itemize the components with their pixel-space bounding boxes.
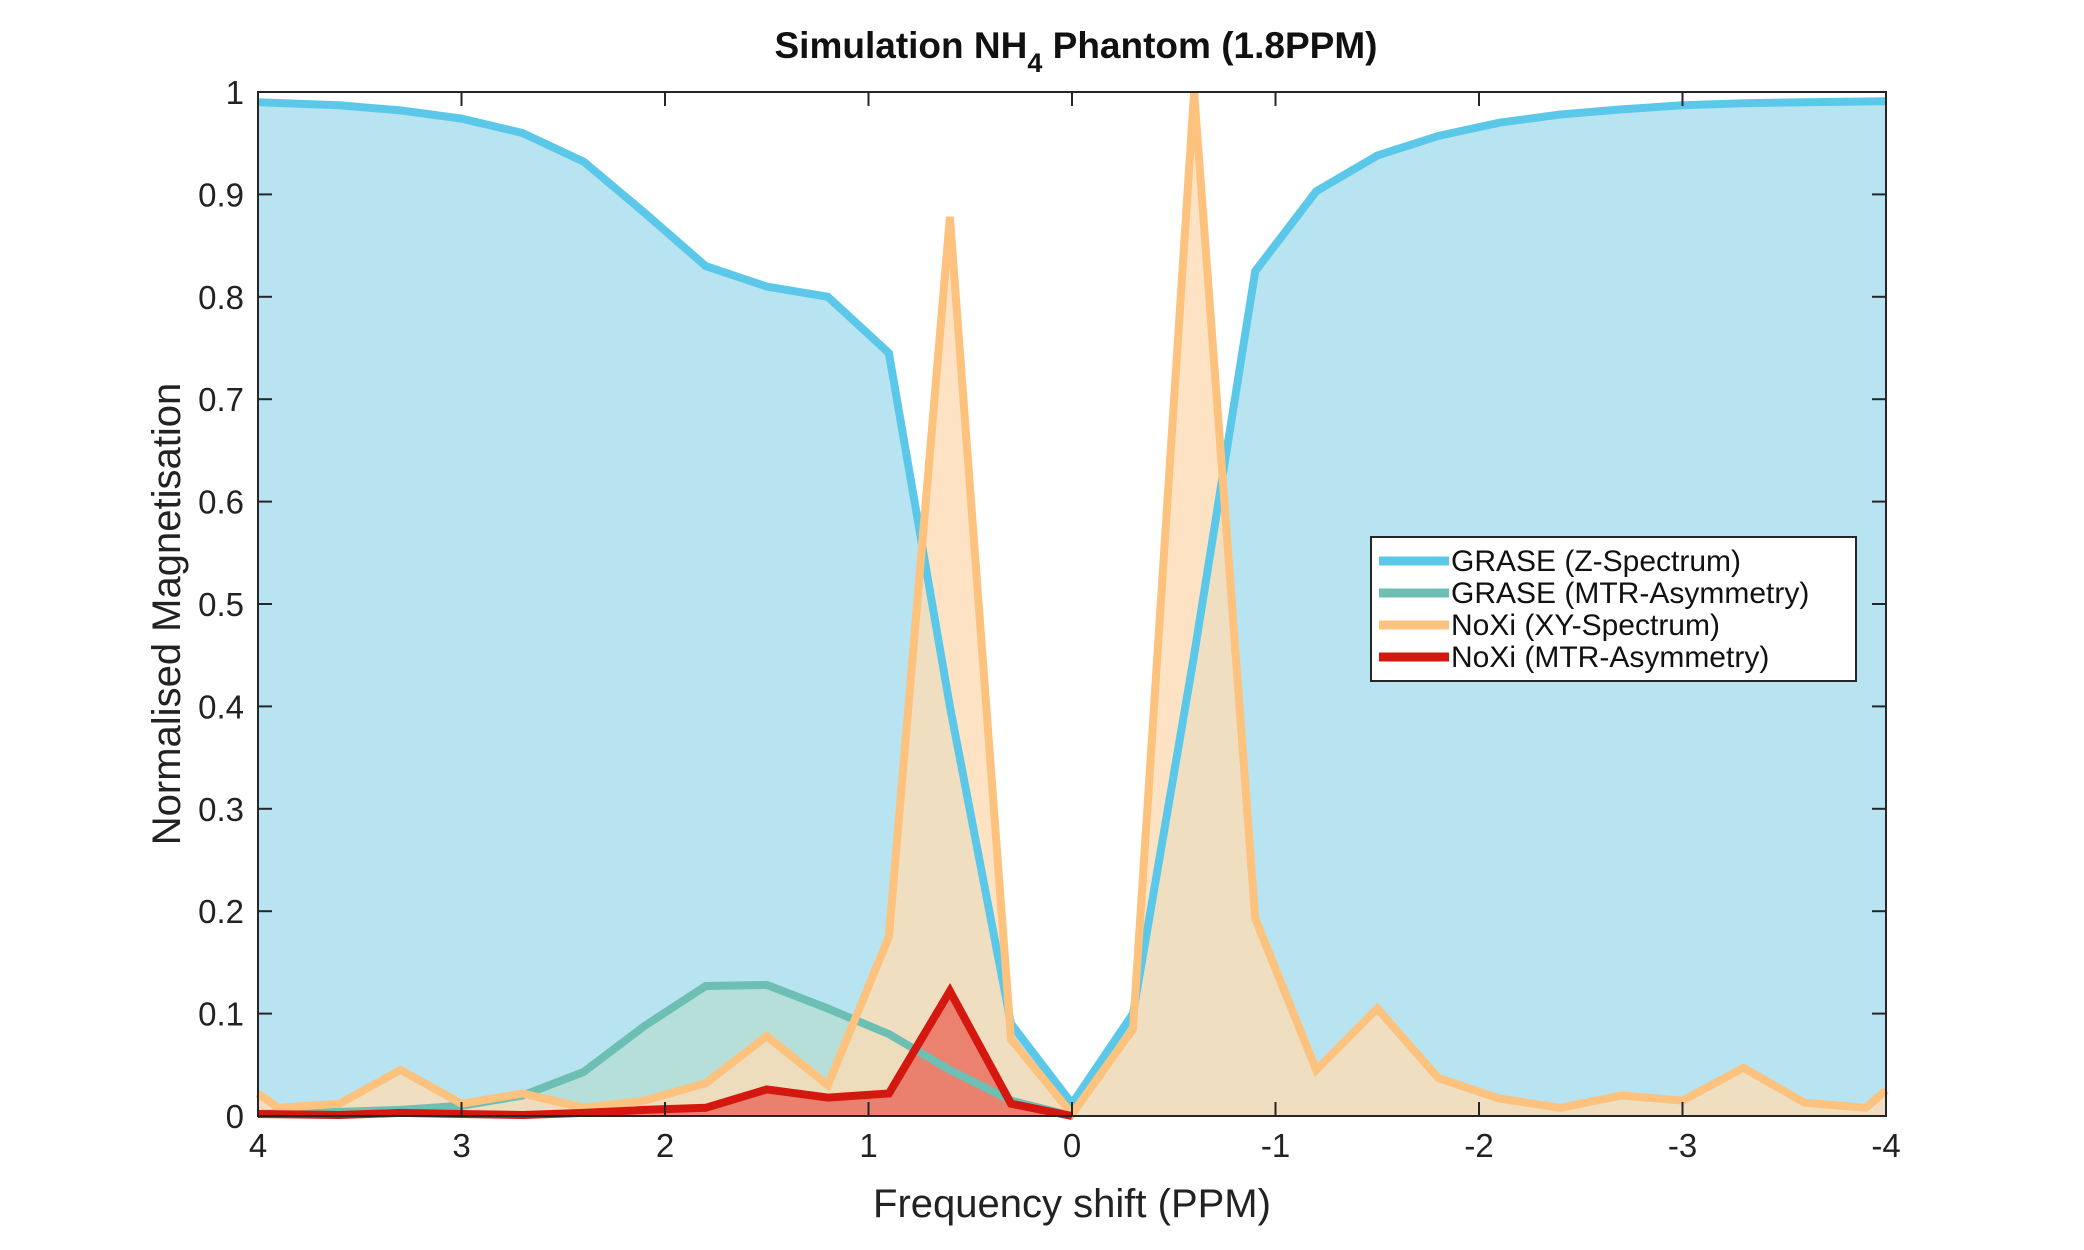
point-noxi-mtr-asymmetry bbox=[766, 1089, 767, 1090]
point-noxi-mtr-asymmetry bbox=[949, 991, 950, 992]
point-noxi-xy-spectrum bbox=[705, 1083, 706, 1084]
point-noxi-xy-spectrum bbox=[1621, 1095, 1622, 1096]
point-grase-mtr-asymmetry bbox=[644, 1025, 645, 1026]
point-noxi-xy-spectrum bbox=[1865, 1107, 1866, 1108]
point-noxi-mtr-asymmetry bbox=[888, 1093, 889, 1094]
y-tick-label: 0.1 bbox=[198, 996, 244, 1033]
point-grase-z-spectrum bbox=[644, 212, 645, 213]
line-noxi-mtr-asymmetry bbox=[257, 983, 1073, 1120]
legend-label: GRASE (Z-Spectrum) bbox=[1451, 545, 1741, 578]
point-grase-z-spectrum bbox=[400, 110, 401, 111]
point-grase-z-spectrum bbox=[949, 706, 950, 707]
point-grase-z-spectrum bbox=[1499, 122, 1500, 123]
point-noxi-xy-spectrum bbox=[339, 1103, 340, 1104]
point-noxi-xy-spectrum bbox=[1316, 1069, 1317, 1070]
point-noxi-xy-spectrum bbox=[949, 216, 950, 217]
x-tick-label: -1 bbox=[1261, 1127, 1290, 1164]
point-grase-z-spectrum bbox=[1377, 155, 1378, 156]
point-noxi-xy-spectrum bbox=[1255, 918, 1256, 919]
area-noxi-mtr-asymmetry bbox=[258, 991, 1072, 1116]
point-noxi-xy-spectrum bbox=[1560, 1107, 1561, 1108]
x-axis-label: Frequency shift (PPM) bbox=[873, 1182, 1271, 1226]
y-tick-label: 0.3 bbox=[198, 791, 244, 828]
point-noxi-xy-spectrum bbox=[278, 1107, 279, 1108]
x-tick-label: 0 bbox=[1063, 1127, 1081, 1164]
chart-title: Simulation NH4 Phantom (1.8PPM) bbox=[775, 25, 1378, 78]
y-axis-label: Normalised Magnetisation bbox=[145, 383, 189, 845]
point-grase-z-spectrum bbox=[888, 353, 889, 354]
point-grase-z-spectrum bbox=[827, 296, 828, 297]
point-noxi-xy-spectrum bbox=[1438, 1078, 1439, 1079]
point-noxi-xy-spectrum bbox=[1499, 1098, 1500, 1099]
point-noxi-mtr-asymmetry bbox=[644, 1109, 645, 1110]
point-grase-mtr-asymmetry bbox=[705, 986, 706, 987]
point-noxi-mtr-asymmetry bbox=[1011, 1103, 1012, 1104]
x-tick-label: 4 bbox=[249, 1127, 267, 1164]
point-noxi-xy-spectrum bbox=[888, 936, 889, 937]
y-axis-ticks: 0 0.1 0.2 0.3 0.4 0.5 0.6 0.7 0.8 0.9 1 bbox=[198, 74, 1886, 1135]
point-noxi-xy-spectrum bbox=[644, 1100, 645, 1101]
x-tick-label: -3 bbox=[1668, 1127, 1697, 1164]
y-tick-label: 0.2 bbox=[198, 893, 244, 930]
point-grase-z-spectrum bbox=[1316, 191, 1317, 192]
y-tick-label: 0.8 bbox=[198, 279, 244, 316]
legend-label: NoXi (XY-Spectrum) bbox=[1451, 609, 1720, 642]
point-noxi-xy-spectrum bbox=[522, 1093, 523, 1094]
y-tick-label: 0 bbox=[226, 1098, 244, 1135]
y-tick-label: 0.5 bbox=[198, 586, 244, 623]
point-noxi-xy-spectrum bbox=[400, 1069, 401, 1070]
point-noxi-xy-spectrum bbox=[1743, 1067, 1744, 1068]
point-grase-mtr-asymmetry bbox=[827, 1008, 828, 1009]
y-tick-label: 1 bbox=[226, 74, 244, 111]
point-noxi-xy-spectrum bbox=[766, 1036, 767, 1037]
x-tick-label: -4 bbox=[1871, 1127, 1900, 1164]
x-axis-ticks: 4 3 2 1 0 -1 -2 -3 -4 bbox=[249, 92, 1901, 1164]
point-grase-z-spectrum bbox=[766, 286, 767, 287]
y-tick-label: 0.7 bbox=[198, 381, 244, 418]
point-noxi-xy-spectrum bbox=[1804, 1102, 1805, 1103]
point-noxi-mtr-asymmetry bbox=[827, 1097, 828, 1098]
point-noxi-mtr-asymmetry bbox=[583, 1112, 584, 1113]
point-noxi-xy-spectrum bbox=[1682, 1100, 1683, 1101]
point-noxi-xy-spectrum bbox=[1377, 1008, 1378, 1009]
point-noxi-mtr-asymmetry bbox=[400, 1112, 401, 1113]
point-grase-mtr-asymmetry bbox=[949, 1069, 950, 1070]
point-noxi-xy-spectrum bbox=[1133, 1029, 1134, 1030]
point-grase-z-spectrum bbox=[1743, 103, 1744, 104]
point-grase-z-spectrum bbox=[339, 105, 340, 106]
point-grase-z-spectrum bbox=[1804, 102, 1805, 103]
point-grase-mtr-asymmetry bbox=[766, 984, 767, 985]
point-noxi-xy-spectrum bbox=[1011, 1039, 1012, 1040]
y-tick-label: 0.4 bbox=[198, 688, 244, 725]
legend-box bbox=[1370, 536, 1857, 682]
x-tick-label: 1 bbox=[859, 1127, 877, 1164]
area-grase-z-spectrum bbox=[258, 101, 1886, 1116]
legend-label: GRASE (MTR-Asymmetry) bbox=[1451, 577, 1809, 610]
point-noxi-xy-spectrum bbox=[583, 1107, 584, 1108]
point-grase-z-spectrum bbox=[461, 118, 462, 119]
point-noxi-mtr-asymmetry bbox=[705, 1107, 706, 1108]
x-tick-label: 3 bbox=[452, 1127, 470, 1164]
y-tick-label: 0.9 bbox=[198, 176, 244, 213]
point-grase-z-spectrum bbox=[583, 161, 584, 162]
series-areas bbox=[258, 92, 1886, 1116]
point-grase-z-spectrum bbox=[1194, 655, 1195, 656]
point-noxi-xy-spectrum bbox=[827, 1085, 828, 1086]
point-grase-z-spectrum bbox=[1621, 109, 1622, 110]
point-grase-z-spectrum bbox=[705, 266, 706, 267]
x-tick-label: -2 bbox=[1464, 1127, 1493, 1164]
y-tick-label: 0.6 bbox=[198, 484, 244, 521]
legend-label: NoXi (MTR-Asymmetry) bbox=[1451, 641, 1769, 674]
x-tick-label: 2 bbox=[656, 1127, 674, 1164]
legend: GRASE (Z-Spectrum)GRASE (MTR-Asymmetry)N… bbox=[1370, 536, 1857, 682]
point-grase-mtr-asymmetry bbox=[888, 1034, 889, 1035]
point-grase-z-spectrum bbox=[1255, 271, 1256, 272]
point-grase-z-spectrum bbox=[1560, 114, 1561, 115]
point-grase-z-spectrum bbox=[1438, 136, 1439, 137]
point-grase-mtr-asymmetry bbox=[583, 1072, 584, 1073]
point-grase-z-spectrum bbox=[522, 133, 523, 134]
